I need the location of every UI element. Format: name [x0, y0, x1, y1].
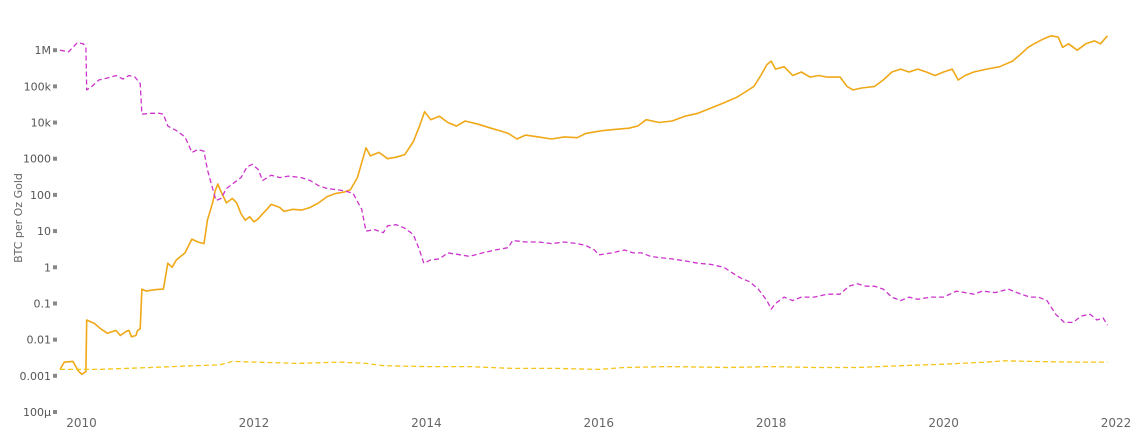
y-tick-mark	[53, 337, 57, 342]
x-tick-label: 2012	[239, 416, 270, 430]
y-tick-mark	[53, 84, 57, 89]
x-tick-label: 2018	[756, 416, 787, 430]
y-tick-label: 10	[37, 225, 51, 238]
x-tick-label: 2022	[1101, 416, 1132, 430]
y-tick-mark	[53, 265, 57, 270]
y-tick-mark	[53, 229, 57, 234]
y-tick-label: 10k	[31, 117, 52, 130]
y-tick-label: 0.1	[34, 297, 52, 310]
y-tick-label: 0.001	[20, 370, 52, 383]
series-line-2	[59, 42, 1108, 326]
y-tick-mark	[53, 120, 57, 125]
y-tick-mark	[53, 192, 57, 197]
y-tick-mark	[53, 410, 57, 414]
y-tick-label: 100k	[24, 80, 52, 93]
y-tick-mark	[53, 156, 57, 161]
x-tick-label: 2010	[66, 416, 97, 430]
y-tick-label: 100	[30, 189, 51, 202]
x-tick-label: 2016	[584, 416, 615, 430]
y-tick-label: 0.01	[27, 334, 52, 347]
series-line-3	[60, 360, 1108, 371]
y-tick-mark	[53, 301, 57, 306]
x-tick-label: 2020	[928, 416, 959, 430]
y-axis: 1M 100k 10k 1000 100 10 1 0.1 0.01 0.001 100µ	[20, 44, 57, 419]
y-tick-label: 100µ	[23, 406, 51, 419]
series-line-1	[59, 35, 1109, 376]
y-tick-mark	[53, 48, 57, 53]
y-tick-mark	[53, 373, 57, 378]
x-axis: 2010 2012 2014 2016 2018 2020 2022	[66, 416, 1131, 430]
y-tick-label: 1000	[23, 153, 51, 166]
y-tick-label: 1	[44, 261, 51, 274]
y-axis-title: BTC per Oz Gold	[12, 173, 25, 263]
y-tick-label: 1M	[35, 44, 52, 57]
series-layer	[59, 35, 1109, 376]
x-tick-label: 2014	[411, 416, 442, 430]
